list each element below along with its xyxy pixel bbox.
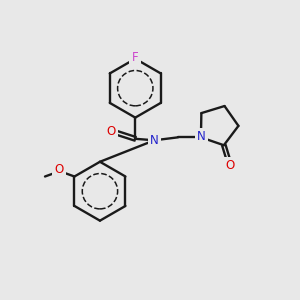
Text: O: O: [55, 163, 64, 176]
Text: O: O: [225, 159, 235, 172]
Text: N: N: [150, 134, 159, 147]
Text: N: N: [197, 130, 206, 143]
Text: F: F: [132, 51, 139, 64]
Text: O: O: [106, 125, 116, 138]
